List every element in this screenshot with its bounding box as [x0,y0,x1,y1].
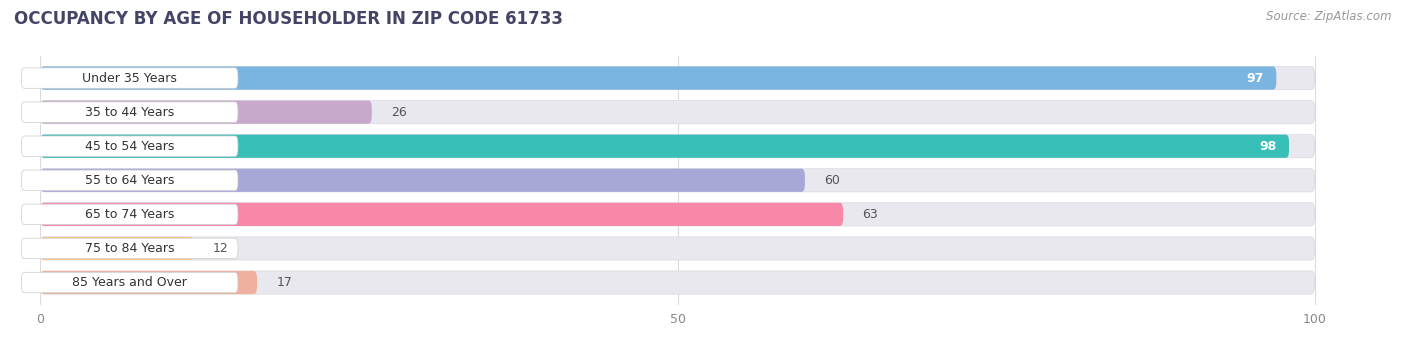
FancyBboxPatch shape [41,135,1315,158]
FancyBboxPatch shape [41,237,1315,260]
FancyBboxPatch shape [41,101,371,124]
FancyBboxPatch shape [21,102,238,122]
Text: Under 35 Years: Under 35 Years [82,72,177,85]
FancyBboxPatch shape [41,135,1289,158]
FancyBboxPatch shape [41,271,1315,294]
FancyBboxPatch shape [41,169,804,192]
FancyBboxPatch shape [41,66,1315,90]
Text: 98: 98 [1260,140,1277,153]
FancyBboxPatch shape [21,272,238,293]
Text: 12: 12 [212,242,228,255]
FancyBboxPatch shape [41,169,1315,192]
FancyBboxPatch shape [41,203,844,226]
Text: 17: 17 [276,276,292,289]
Text: 63: 63 [862,208,877,221]
FancyBboxPatch shape [41,101,1315,124]
FancyBboxPatch shape [21,238,238,259]
Text: 60: 60 [824,174,839,187]
Text: OCCUPANCY BY AGE OF HOUSEHOLDER IN ZIP CODE 61733: OCCUPANCY BY AGE OF HOUSEHOLDER IN ZIP C… [14,10,562,28]
FancyBboxPatch shape [21,68,238,88]
Text: 45 to 54 Years: 45 to 54 Years [84,140,174,153]
Text: 97: 97 [1246,72,1264,85]
Text: Source: ZipAtlas.com: Source: ZipAtlas.com [1267,10,1392,23]
FancyBboxPatch shape [21,204,238,225]
FancyBboxPatch shape [41,237,194,260]
FancyBboxPatch shape [41,271,257,294]
FancyBboxPatch shape [41,203,1315,226]
Text: 85 Years and Over: 85 Years and Over [72,276,187,289]
Text: 55 to 64 Years: 55 to 64 Years [84,174,174,187]
Text: 26: 26 [391,106,406,119]
Text: 75 to 84 Years: 75 to 84 Years [84,242,174,255]
Text: 35 to 44 Years: 35 to 44 Years [84,106,174,119]
Text: 65 to 74 Years: 65 to 74 Years [84,208,174,221]
FancyBboxPatch shape [41,66,1277,90]
FancyBboxPatch shape [21,170,238,191]
FancyBboxPatch shape [21,136,238,157]
